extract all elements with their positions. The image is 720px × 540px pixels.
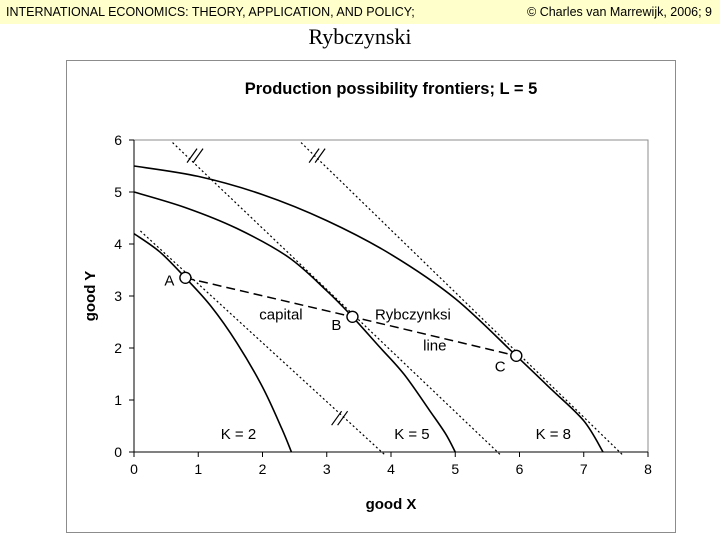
- y-axis-label: good Y: [82, 271, 99, 322]
- y-tick-label: 4: [114, 236, 122, 252]
- parallel-mark: [308, 148, 320, 163]
- y-tick-label: 6: [114, 132, 122, 148]
- y-tick-label: 5: [114, 184, 122, 200]
- x-tick-label: 2: [259, 461, 267, 477]
- annotation: K = 2: [221, 426, 256, 443]
- point-b: [346, 310, 359, 324]
- y-tick-label: 2: [114, 340, 122, 356]
- ppf-chart: Production possibility frontiers; L = 5 0…: [82, 80, 652, 513]
- point-label-b: B: [331, 317, 341, 334]
- tangent-line-1: [140, 230, 385, 456]
- y-tick-label: 0: [114, 444, 122, 460]
- annotation: line: [423, 338, 446, 355]
- x-tick-label: 7: [580, 461, 588, 477]
- parallel-mark: [314, 148, 326, 163]
- copyright-text: © Charles van Marrewijk, 2006; 9: [527, 5, 712, 19]
- annotation: K = 5: [394, 426, 429, 443]
- parallel-mark: [331, 410, 343, 426]
- annotation: capital: [259, 306, 302, 323]
- ppf-curve-3: [133, 165, 604, 453]
- course-title: INTERNATIONAL ECONOMICS: THEORY, APPLICA…: [6, 5, 415, 19]
- x-tick-label: 5: [451, 461, 459, 477]
- annotation: K = 8: [536, 426, 571, 443]
- y-tick-label: 3: [114, 288, 122, 304]
- header-bar: INTERNATIONAL ECONOMICS: THEORY, APPLICA…: [0, 0, 720, 24]
- x-tick-label: 1: [194, 461, 202, 477]
- parallel-mark: [186, 148, 198, 163]
- parallel-mark: [337, 410, 349, 426]
- annotation: Rybczynksi: [375, 306, 451, 323]
- slide-title: Rybczynski: [308, 24, 412, 49]
- point-c: [510, 349, 523, 362]
- chart-frame: Production possibility frontiers; L = 5 0…: [66, 60, 676, 533]
- y-tick-label: 1: [114, 392, 122, 408]
- chart-title: Production possibility frontiers; L = 5: [245, 80, 538, 98]
- x-tick-label: 3: [323, 461, 331, 477]
- tangent-line-2: [172, 142, 501, 456]
- tangent-line-3: [300, 142, 623, 456]
- point-label-a: A: [164, 273, 174, 290]
- x-axis-label: good X: [366, 496, 417, 513]
- x-tick-label: 4: [387, 461, 395, 477]
- point-label-c: C: [495, 358, 506, 375]
- parallel-mark: [192, 148, 204, 163]
- point-a: [179, 271, 192, 285]
- x-tick-label: 8: [644, 461, 652, 477]
- x-tick-label: 6: [516, 461, 524, 477]
- x-tick-label: 0: [130, 461, 138, 477]
- ppf-curve-1: [133, 232, 293, 453]
